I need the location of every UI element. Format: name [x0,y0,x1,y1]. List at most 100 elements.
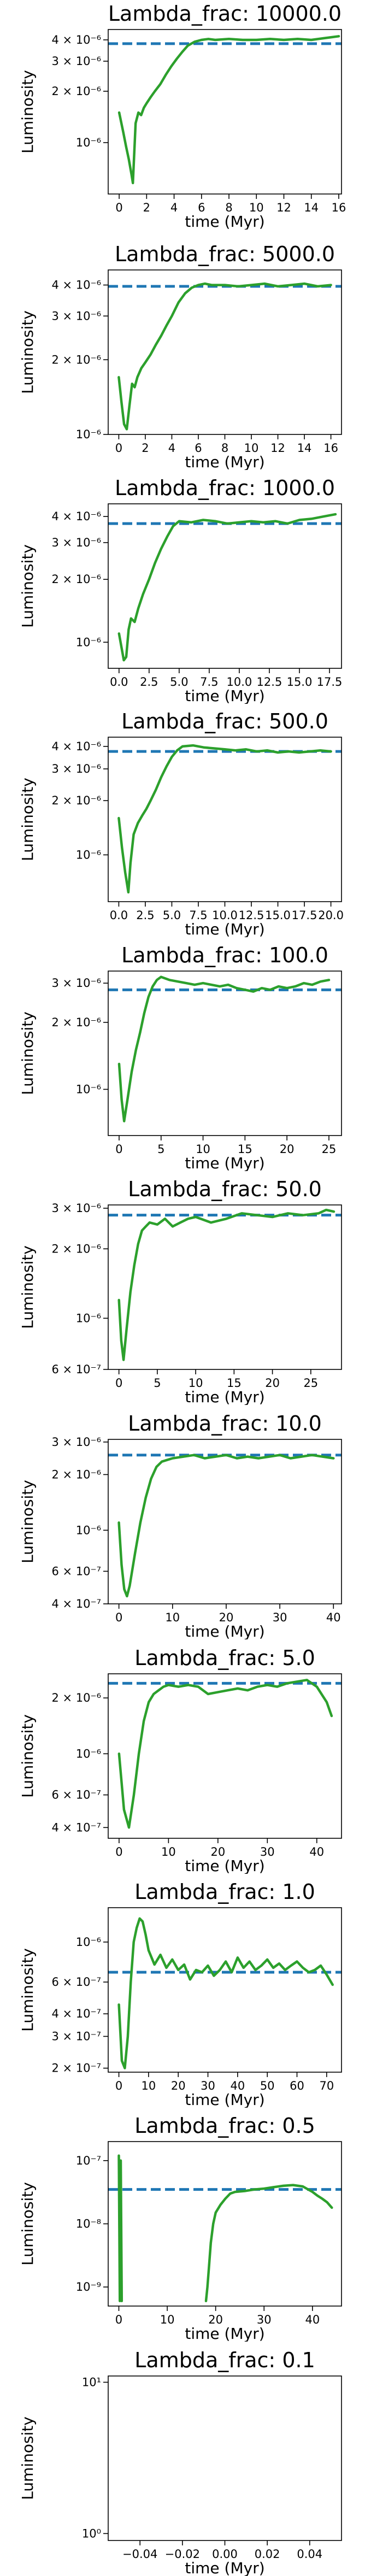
x-axis-label: time (Myr) [185,920,264,937]
x-tick-label: 50 [260,2079,275,2092]
x-tick-label: 30 [273,1611,287,1624]
y-tick-label: 3 × 10⁻⁶ [51,55,101,68]
axes-frame [108,737,342,902]
x-tick-label: 30 [201,2079,215,2092]
x-tick-label: 25 [303,1377,318,1390]
y-tick-label: 2 × 10⁻⁶ [51,1242,101,1255]
y-tick-label: 2 × 10⁻⁶ [51,353,101,366]
x-tick-label: 20 [171,2079,186,2092]
y-tick-label: 10⁻⁶ [76,1083,101,1096]
y-tick-label: 4 × 10⁻⁶ [51,279,101,292]
x-tick-label: 70 [319,2079,334,2092]
y-tick-label: 10⁰ [82,2527,101,2540]
y-tick-label: 4 × 10⁻⁶ [51,510,101,523]
y-tick-label: 4 × 10⁻⁷ [51,1597,101,1610]
chart-title: Lambda_frac: 50.0 [128,1177,322,1201]
chart-panel: Lambda_frac: 1.0 0 10 20 30 40 50 60 70 2 × 10⁻⁷ 3… [0,1878,365,2108]
x-tick-label: 0 [115,442,122,455]
series-line [117,35,340,185]
x-tick-label: 8 [221,442,228,455]
y-tick-label: 3 × 10⁻⁶ [51,309,101,322]
chart-title: Lambda_frac: 1.0 [134,1880,315,1904]
y-tick-label: 4 × 10⁻⁷ [51,1821,101,1834]
x-tick-label: 14 [297,442,312,455]
x-tick-label: 6 [195,442,202,455]
x-tick-label: 20 [219,1611,234,1624]
x-tick-label: 30 [257,2313,272,2326]
y-tick-label: 10⁻⁶ [76,428,101,441]
x-tick-label: 0.0 [110,909,128,922]
y-axis-label: Luminosity [19,1714,37,1798]
y-axis-label: Luminosity [19,1011,37,1095]
chart-title: Lambda_frac: 500.0 [121,709,328,733]
y-tick-label: 10¹ [82,2375,101,2389]
chart-panel: Lambda_frac: 50.0 0 5 10 15 20 25 6 × 10⁻⁷ 10⁻⁶ 2… [0,1175,365,1405]
y-tick-label: 10⁻⁶ [76,1311,101,1325]
chart-svg: Lambda_frac: 1000.0 0.0 2.5 5.0 7.5 10.0 12.5 1… [19,476,342,704]
x-axis-label: time (Myr) [185,1388,264,1405]
chart-panel: Lambda_frac: 10.0 0 10 20 30 40 4 × 10⁻⁷ 6 × 10… [0,1410,365,1639]
series-line [117,975,331,1122]
y-tick-label: 10⁻⁶ [76,636,101,649]
x-tick-label: 40 [326,1611,341,1624]
x-tick-label: 20.0 [318,909,344,922]
x-tick-label: 0.0 [110,675,128,689]
y-axis-label: Luminosity [19,1948,37,2032]
y-tick-label: 3 × 10⁻⁶ [51,1202,101,1215]
x-tick-label: 10 [165,1611,180,1624]
x-tick-label: 10 [161,1845,176,1859]
chart-svg: Lambda_frac: 5.0 0 10 20 30 40 4 × 10⁻⁷ 6 × 10⁻… [19,1646,342,1874]
chart-title: Lambda_frac: 0.1 [134,2348,315,2372]
series-line [117,744,332,894]
y-tick-label: 4 × 10⁻⁷ [51,2007,101,2020]
x-tick-label: 10 [249,201,264,214]
x-axis-label: time (Myr) [185,213,264,230]
chart-title: Lambda_frac: 100.0 [121,943,328,967]
x-axis-label: time (Myr) [185,1622,264,1639]
x-tick-label: 7.5 [189,909,207,922]
chart-title: Lambda_frac: 5000.0 [115,242,335,266]
x-axis-label: time (Myr) [185,453,264,470]
y-axis-label: Luminosity [19,1480,37,1563]
x-tick-label: 40 [230,2079,245,2092]
chart-title: Lambda_frac: 10.0 [128,1411,322,1436]
x-tick-label: 2 [142,442,149,455]
chart-svg: Lambda_frac: 0.5 0 10 20 30 40 10⁻⁹ 10⁻⁸ 10⁻⁷ tim… [19,2114,342,2342]
x-tick-label: 10 [160,2313,175,2326]
series-line [117,513,337,662]
chart-svg: Lambda_frac: 100.0 0 5 10 15 20 25 10⁻⁶ 2 × 10⁻⁶… [19,943,342,1171]
x-tick-label: 5.0 [170,675,188,689]
y-tick-label: 4 × 10⁻⁶ [51,33,101,46]
axes-frame [108,269,342,435]
y-tick-label: 3 × 10⁻⁶ [51,536,101,549]
x-tick-label: 12 [270,442,285,455]
y-axis-label: Luminosity [19,544,37,628]
chart-panel: Lambda_frac: 5.0 0 10 20 30 40 4 × 10⁻⁷ 6 × 10⁻… [0,1644,365,1874]
x-tick-label: 2.5 [136,909,154,922]
chart-title: Lambda_frac: 10000.0 [108,2,342,26]
x-tick-label: 14 [304,201,319,214]
x-tick-label: 0 [115,2079,122,2092]
x-tick-label: 10 [244,442,259,455]
x-tick-label: −0.02 [165,2548,200,2561]
x-tick-label: 60 [290,2079,304,2092]
x-tick-label: 10.0 [227,675,252,689]
x-tick-label: 0.02 [255,2548,280,2561]
y-tick-label: 3 × 10⁻⁶ [51,977,101,990]
axes-frame [108,2375,342,2541]
x-tick-label: 2 [143,201,150,214]
y-tick-label: 3 × 10⁻⁶ [51,1436,101,1449]
axes-frame [108,29,342,195]
x-axis-label: time (Myr) [185,2325,264,2342]
y-tick-label: 4 × 10⁻⁶ [51,740,101,753]
axes-frame [108,971,342,1136]
x-tick-label: 12 [276,201,291,214]
x-tick-label: 20 [280,1143,295,1156]
axes-frame [108,503,342,669]
y-axis-label: Luminosity [19,70,37,154]
y-tick-label: 10⁻⁶ [76,1747,101,1760]
x-tick-label: 12.5 [257,675,282,689]
x-tick-label: 0 [115,201,122,214]
axes-frame [108,1907,342,2073]
